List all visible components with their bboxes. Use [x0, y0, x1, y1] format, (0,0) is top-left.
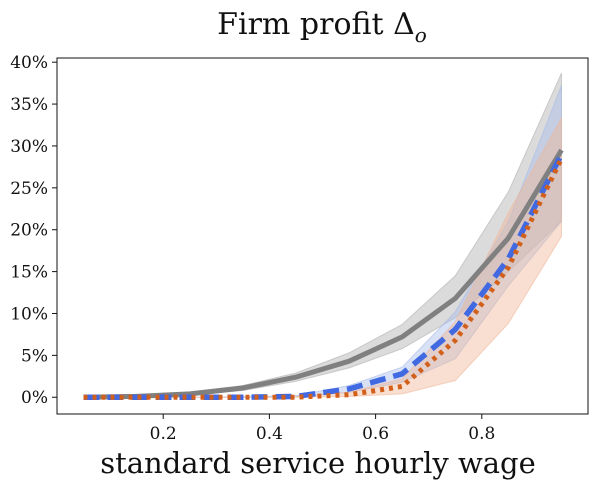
y-tick-label: 35%: [10, 95, 48, 115]
series-line-dashed: [83, 153, 564, 400]
y-tick-label: 10%: [10, 304, 48, 324]
x-tick-label: 0.4: [256, 424, 283, 444]
x-tick-label: 0.6: [362, 424, 389, 444]
x-tick-label: 0.8: [468, 424, 495, 444]
confidence-band-solid: [83, 72, 562, 398]
y-tick-label: 15%: [10, 263, 48, 283]
y-tick-label: 20%: [10, 221, 48, 241]
x-axis-ticks: 0.2 0.4 0.6 0.8: [150, 414, 495, 444]
series-line-dotted: [83, 157, 564, 400]
confidence-bands: [83, 72, 562, 398]
y-tick-label: 25%: [10, 179, 48, 199]
y-tick-label: 40%: [10, 53, 48, 73]
series-lines: [83, 148, 564, 400]
y-tick-label: 30%: [10, 137, 48, 157]
y-axis-ticks: 0% 5% 10% 15% 20% 25% 30% 35% 40%: [10, 53, 57, 408]
x-axis-label: standard service hourly wage: [100, 446, 536, 480]
plot-frame: [56, 57, 589, 415]
chart-title: Firm profit Δo: [217, 7, 427, 47]
y-tick-label: 5%: [21, 346, 48, 366]
y-tick-label: 0%: [21, 388, 48, 408]
x-tick-label: 0.2: [150, 424, 177, 444]
